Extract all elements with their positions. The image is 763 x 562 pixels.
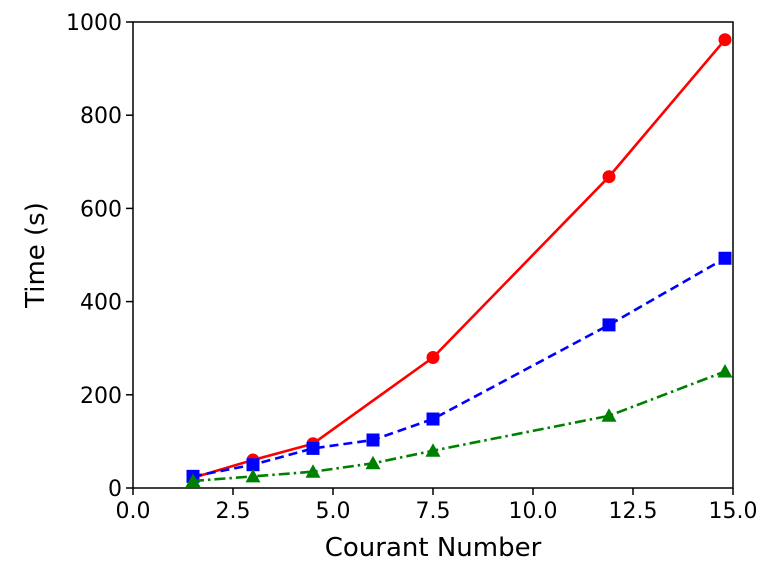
data-point	[426, 351, 440, 365]
data-point	[718, 251, 732, 265]
y-tick-label: 1000	[66, 11, 122, 36]
data-point	[245, 468, 261, 483]
y-tick-label: 200	[80, 384, 122, 409]
y-tick-label: 400	[80, 291, 122, 316]
series-line	[192, 257, 726, 478]
data-point	[717, 364, 733, 378]
data-point	[425, 443, 441, 457]
series-1	[186, 33, 732, 485]
data-point	[718, 33, 732, 47]
data-point	[246, 458, 260, 472]
data-point	[185, 473, 201, 487]
x-tick-label: 0.0	[116, 499, 151, 524]
y-tick-label: 800	[80, 104, 122, 129]
data-point	[366, 433, 380, 447]
y-axis-title: Time (s)	[21, 202, 51, 309]
series-line	[192, 38, 726, 479]
data-point	[602, 170, 616, 184]
x-tick-label: 2.5	[216, 499, 251, 524]
data-point	[601, 408, 617, 422]
x-tick-label: 7.5	[416, 499, 451, 524]
x-tick-label: 10.0	[509, 499, 558, 524]
series-layer	[185, 33, 733, 487]
x-axis-title: Courant Number	[325, 533, 542, 562]
x-tick-label: 5.0	[316, 499, 351, 524]
y-tick-label: 600	[80, 197, 122, 222]
y-tick-label: 0	[108, 477, 122, 502]
series-2	[186, 251, 732, 483]
x-tick-label: 15.0	[709, 499, 758, 524]
data-point	[365, 455, 381, 470]
data-point	[426, 412, 440, 426]
x-tick-label: 12.5	[609, 499, 658, 524]
series-3	[185, 364, 733, 487]
data-point	[305, 464, 321, 478]
axes-layer: 0.0 2.5 5.0 7.5 10.0 12.5 15.0 0 200 400 600 800 100…	[66, 11, 757, 524]
data-point	[306, 441, 320, 455]
series-line	[192, 370, 726, 483]
data-point	[602, 318, 616, 332]
